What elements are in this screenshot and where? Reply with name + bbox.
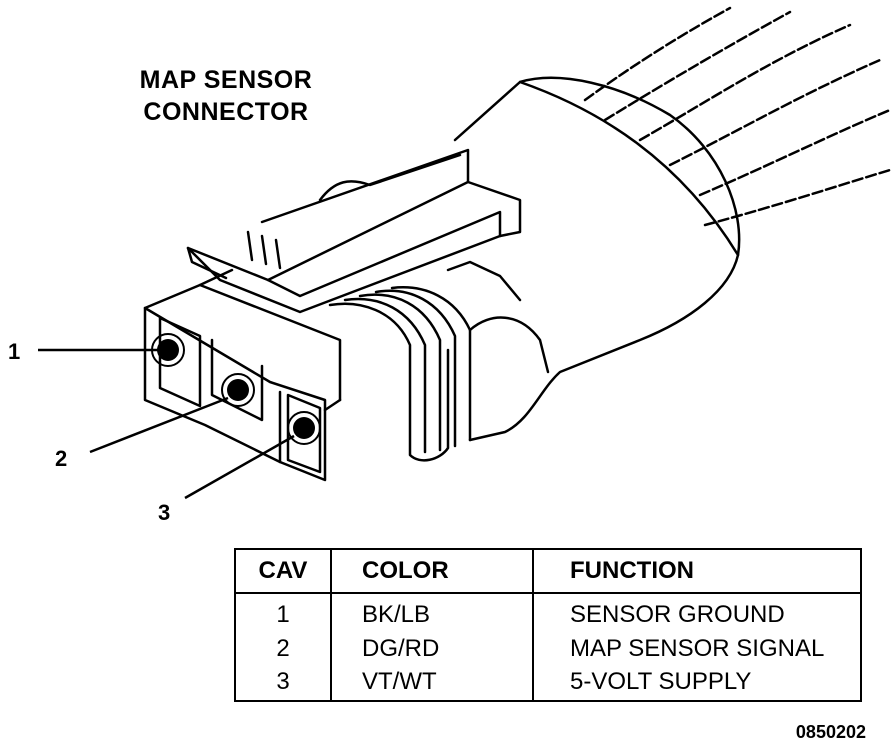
cell-function: MAP SENSOR SIGNAL bbox=[570, 634, 825, 662]
connector-boot bbox=[453, 76, 741, 442]
cell-cav: 2 bbox=[236, 633, 332, 667]
table-header-row: CAV COLOR FUNCTION bbox=[236, 550, 860, 594]
cavity-2 bbox=[227, 379, 249, 401]
header-color: COLOR bbox=[331, 550, 534, 594]
cell-cav: 1 bbox=[236, 593, 332, 634]
leader-lines bbox=[38, 348, 295, 500]
leader-line-2 bbox=[89, 396, 229, 454]
diagram-title: MAP SENSOR CONNECTOR bbox=[108, 64, 344, 128]
table-row: 3 VT/WT 5-VOLT SUPPLY bbox=[236, 666, 860, 700]
cell-cav: 3 bbox=[236, 666, 332, 700]
header-cav: CAV bbox=[236, 550, 332, 594]
connector-front-housing bbox=[143, 268, 342, 482]
ribbed-seal bbox=[328, 260, 550, 462]
cell-function: SENSOR GROUND bbox=[570, 601, 785, 628]
cavity-1 bbox=[157, 339, 179, 361]
leader-line-3 bbox=[184, 434, 295, 500]
locking-tab bbox=[186, 148, 522, 314]
title-line-2: CONNECTOR bbox=[143, 98, 309, 126]
cavity-pins bbox=[157, 339, 315, 439]
cell-color: DG/RD bbox=[331, 633, 534, 667]
table-row: 2 DG/RD MAP SENSOR SIGNAL bbox=[236, 633, 860, 667]
cell-color: VT/WT bbox=[331, 666, 534, 700]
title-line-1: MAP SENSOR bbox=[139, 66, 313, 94]
header-function: FUNCTION bbox=[533, 550, 860, 594]
table-row: 1 BK/LB SENSOR GROUND bbox=[236, 593, 860, 634]
pinout-table: CAV COLOR FUNCTION 1 BK/LB SENSOR GROUND… bbox=[234, 548, 862, 702]
cell-function: 5-VOLT SUPPLY bbox=[570, 667, 752, 695]
figure-number: 0850202 bbox=[795, 722, 866, 742]
cell-color: BK/LB bbox=[331, 593, 534, 634]
wire-bundle bbox=[583, 6, 892, 227]
pin-label-2: 2 bbox=[55, 446, 68, 471]
pin-label-1: 1 bbox=[8, 339, 21, 364]
pin-label-3: 3 bbox=[158, 500, 171, 525]
cavity-3 bbox=[293, 417, 315, 439]
